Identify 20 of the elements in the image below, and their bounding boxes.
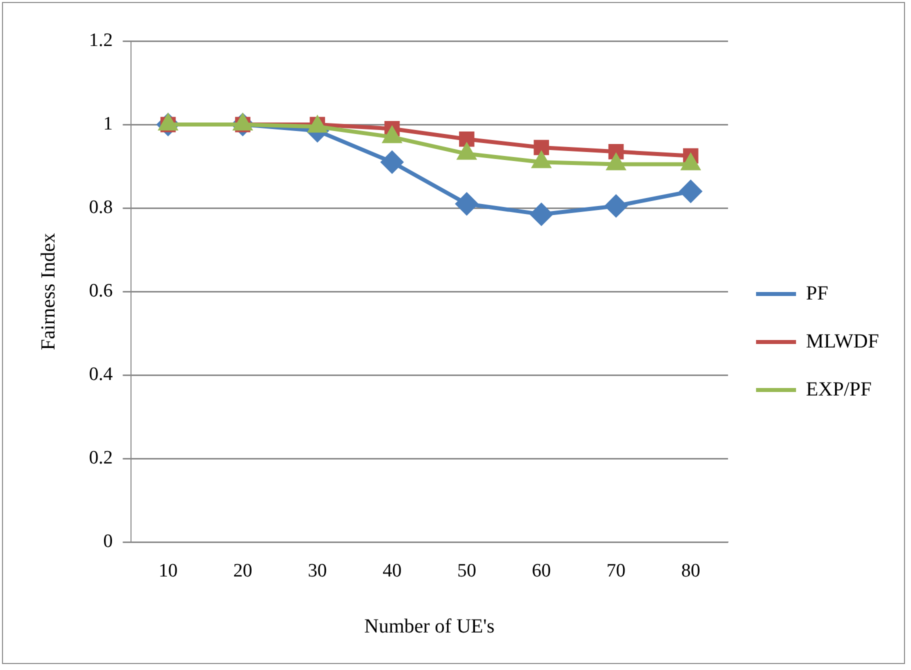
x-tick-label: 40 (382, 560, 402, 582)
y-tick-label: 0.4 (89, 364, 114, 386)
x-tick-label: 30 (308, 560, 327, 582)
y-tick-label: 1 (103, 114, 113, 135)
legend-label: EXP/PF (806, 378, 872, 400)
x-axis-title: Number of UE's (364, 615, 495, 638)
y-axis-title: Fairness Index (37, 233, 60, 350)
x-tick-label: 80 (681, 560, 700, 582)
y-tick-label: 0 (103, 531, 113, 552)
x-tick-label: 70 (606, 560, 626, 582)
x-tick-label: 50 (457, 560, 476, 582)
y-tick-label: 0.6 (89, 280, 113, 302)
y-tick-label: 0.2 (89, 448, 113, 469)
y-tick-label: 1.2 (89, 30, 113, 51)
y-tick-label: 0.8 (89, 197, 113, 218)
legend-label: MLWDF (806, 330, 880, 352)
x-tick-label: 20 (233, 560, 252, 582)
x-tick-label: 60 (532, 560, 551, 582)
legend-label: PF (806, 282, 828, 304)
x-tick-label: 10 (158, 560, 178, 582)
